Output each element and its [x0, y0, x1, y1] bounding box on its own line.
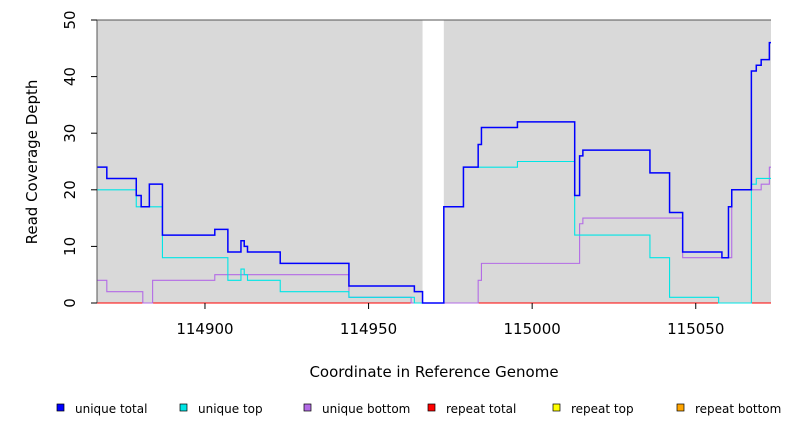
legend-label: unique total	[75, 402, 147, 416]
legend-label: repeat top	[571, 402, 634, 416]
x-tick-label: 115000	[504, 320, 561, 338]
x-tick-label: 114950	[340, 320, 397, 338]
legend-item: unique total	[56, 402, 147, 416]
x-tick-label: 115050	[667, 320, 724, 338]
y-tick-label: 10	[61, 237, 79, 256]
legend-label: unique top	[198, 402, 263, 416]
x-axis-title: Coordinate in Reference Genome	[309, 363, 558, 381]
y-tick-label: 20	[61, 180, 79, 199]
y-axis-title: Read Coverage Depth	[23, 80, 41, 245]
legend-swatch	[676, 403, 685, 412]
y-tick-label: 0	[61, 298, 79, 308]
legend-item: repeat top	[552, 402, 634, 416]
legend-item: repeat total	[427, 402, 516, 416]
plot-background	[97, 20, 771, 303]
legend-swatch	[552, 403, 561, 412]
legend-item: unique bottom	[303, 402, 410, 416]
legend-item: unique top	[179, 402, 263, 416]
legend-label: repeat bottom	[695, 402, 781, 416]
series-line-unique-total	[97, 41, 771, 304]
legend-label: repeat total	[446, 402, 516, 416]
x-tick-label: 114900	[176, 320, 233, 338]
legend-swatch	[303, 403, 312, 412]
y-tick-label: 50	[61, 10, 79, 29]
y-tick-label: 40	[61, 67, 79, 86]
axes: 0 10 20 30 40 50 114900 114950 115000 115050	[61, 10, 771, 338]
shaded-region-1	[97, 20, 423, 303]
series-layer	[97, 41, 771, 304]
legend-item: repeat bottom	[676, 402, 781, 416]
legend-label: unique bottom	[322, 402, 410, 416]
shaded-region-2	[443, 20, 771, 303]
legend-swatch	[427, 403, 436, 412]
legend-swatch	[56, 403, 65, 412]
y-tick-label: 30	[61, 124, 79, 143]
legend: unique total unique top unique bottom repea…	[56, 402, 781, 416]
legend-swatch	[179, 403, 188, 412]
